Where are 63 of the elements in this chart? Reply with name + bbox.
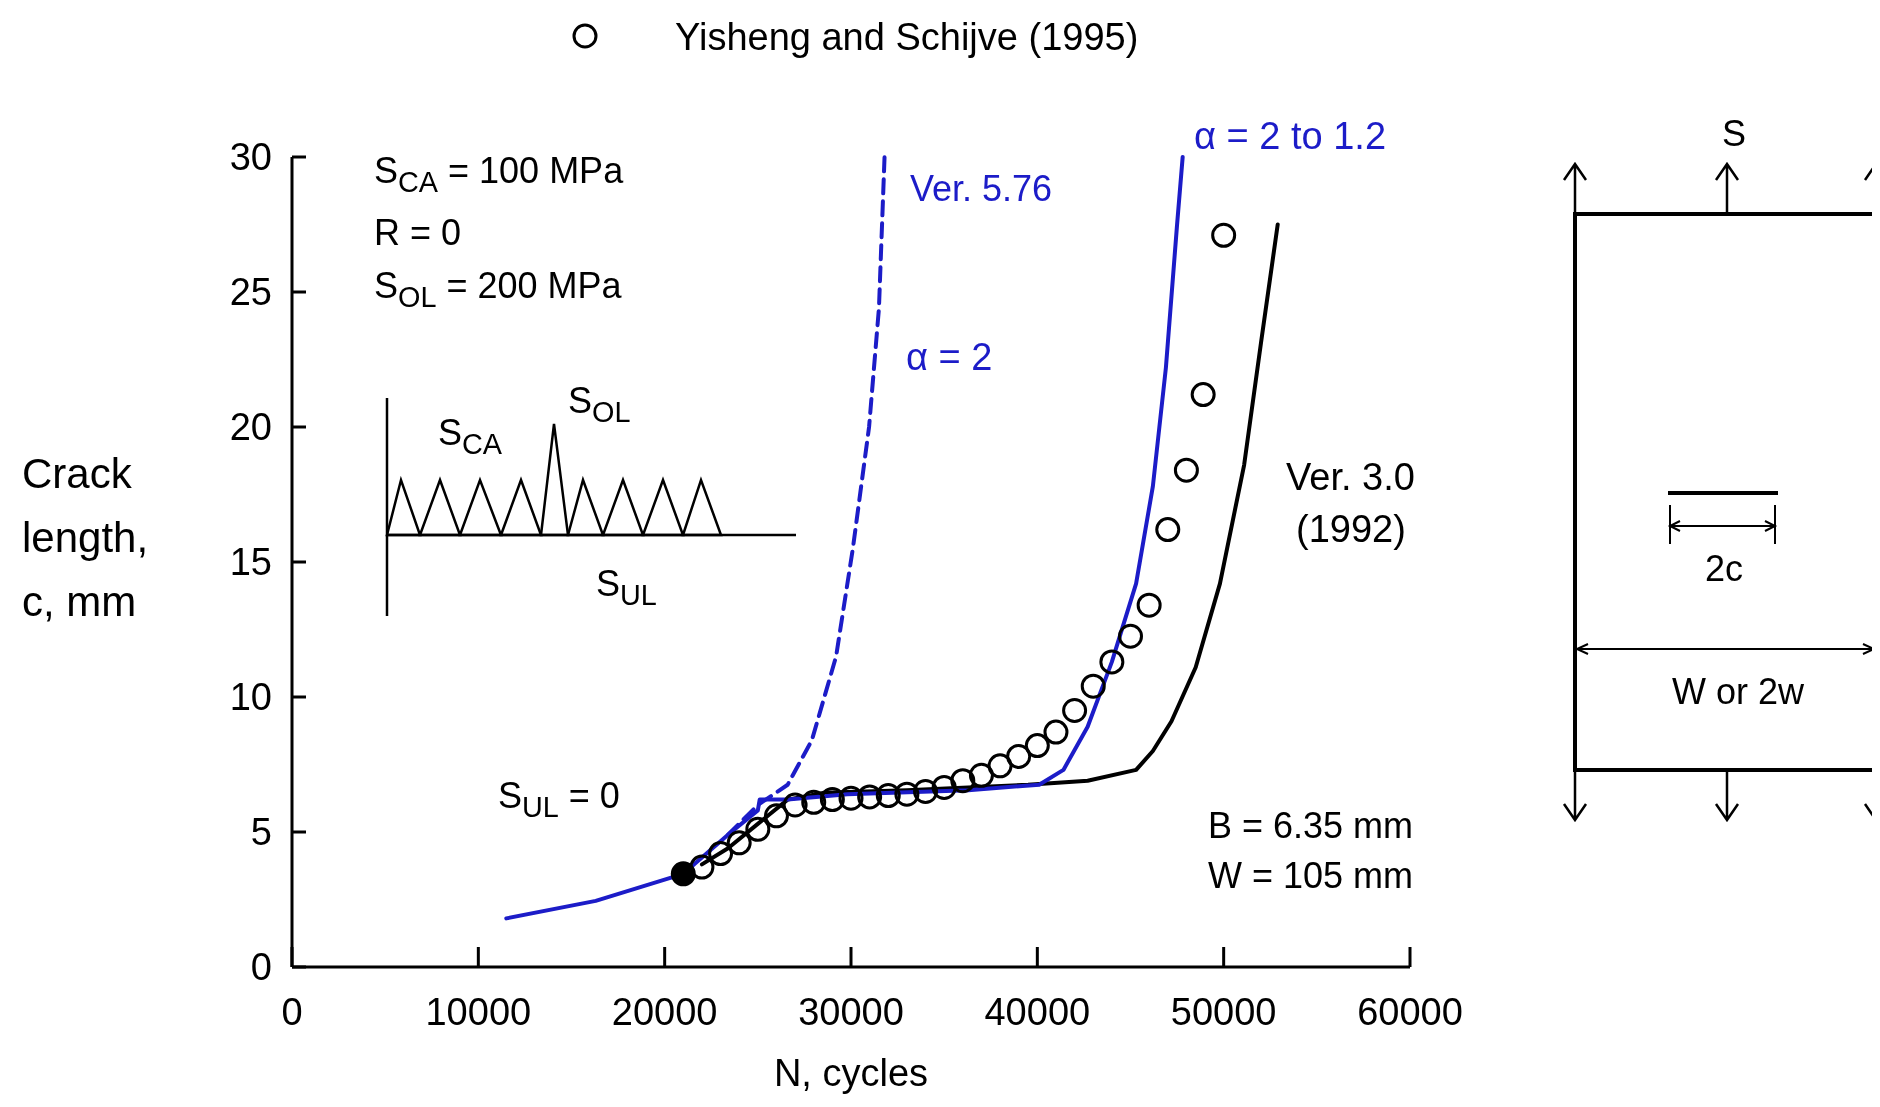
- legend-label: Yisheng and Schijve (1995): [675, 16, 1139, 58]
- point: [708, 841, 734, 867]
- point: [801, 789, 827, 815]
- annotation: S$_{OL}$: [568, 380, 631, 428]
- annotation: S$_{UL}$ = 0: [498, 775, 620, 823]
- point: [950, 768, 976, 794]
- point: [838, 785, 864, 811]
- y-tick-label: 20: [229, 406, 272, 448]
- text: S: [1721, 113, 1747, 154]
- point: [875, 783, 901, 809]
- series-label: Ver. 3.0 (1992): [1286, 456, 1415, 550]
- point: [987, 753, 1013, 779]
- point: [1155, 517, 1181, 543]
- point: [1211, 222, 1237, 248]
- point: [1006, 743, 1032, 769]
- point: [1043, 719, 1069, 745]
- annotation: S$_{OL}$ = 200 MPa: [374, 265, 623, 313]
- point: [1190, 382, 1216, 408]
- y-tick-label: 0: [250, 946, 272, 988]
- series-label: α = 2: [906, 336, 993, 378]
- point: [1099, 649, 1125, 675]
- point: [782, 792, 808, 818]
- point: [1080, 673, 1106, 699]
- annotation: S$_{UL}$: [596, 563, 657, 611]
- annotation: R = 0: [374, 212, 462, 253]
- y-tick-label: 5: [250, 811, 272, 853]
- annotation: S$_{CA}$ = 100 MPa: [374, 150, 625, 198]
- annotation: Ver. 5.76: [910, 168, 1053, 209]
- x-tick-label: 40000: [984, 991, 1091, 1033]
- x-tick-label: 60000: [1357, 991, 1463, 1033]
- y-tick-label: 15: [229, 541, 272, 583]
- series-label: α = 2 to 1.2: [1194, 115, 1387, 157]
- text: W or 2w: [1671, 671, 1806, 712]
- text: 2c: [1704, 548, 1744, 589]
- point: [1024, 733, 1050, 759]
- point: [1136, 592, 1162, 618]
- point: [1118, 623, 1143, 649]
- point: [689, 854, 715, 880]
- point: [670, 861, 696, 887]
- point: [1062, 698, 1088, 723]
- x-tick-label: 0: [281, 991, 303, 1033]
- point: [913, 779, 939, 804]
- point: [726, 830, 752, 856]
- point: [819, 787, 845, 813]
- y-tick-label: 10: [229, 676, 272, 718]
- x-tick-label: 10000: [425, 991, 532, 1033]
- annotation: S$_{CA}$: [438, 412, 503, 460]
- x-tick-label: 20000: [611, 991, 718, 1033]
- y-tick-label: 25: [229, 271, 272, 313]
- y-axis-title: Crack length, c, mm: [22, 450, 149, 625]
- annotation: W = 105 mm: [1208, 855, 1414, 896]
- point: [968, 762, 994, 788]
- x-tick-label: 30000: [798, 991, 904, 1033]
- y-tick-label: 30: [229, 136, 272, 178]
- point: [1173, 457, 1199, 483]
- x-tick-label: 50000: [1170, 991, 1277, 1033]
- point: [745, 816, 771, 842]
- x-axis-title: N, cycles: [773, 1052, 929, 1094]
- point: [857, 784, 883, 810]
- annotation: B = 6.35 mm: [1208, 805, 1414, 846]
- point: [931, 774, 957, 800]
- point: [894, 781, 920, 807]
- point: [763, 803, 789, 829]
